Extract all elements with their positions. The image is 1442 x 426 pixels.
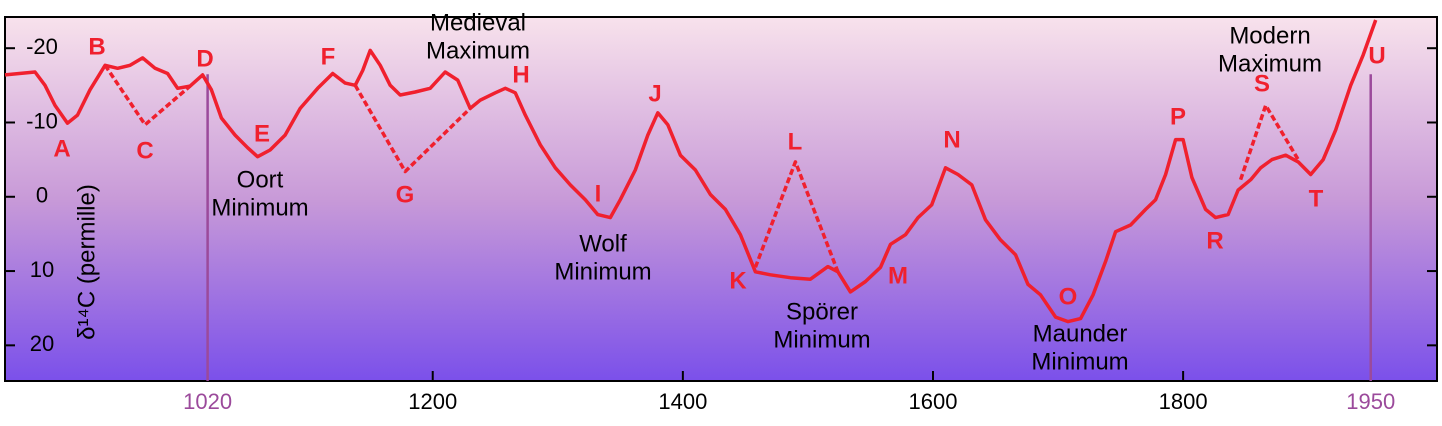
dashed-link: [103, 64, 192, 127]
point-label: D: [196, 45, 213, 72]
annotation: Oort: [237, 166, 284, 193]
y-tick-label: 10: [30, 257, 54, 282]
y-axis-label: δ¹⁴C (permille): [73, 184, 100, 340]
point-label: P: [1170, 103, 1186, 130]
annotation: Medieval: [430, 9, 526, 36]
point-label: M: [888, 262, 908, 289]
year-marker-label: 1950: [1346, 389, 1395, 414]
point-label: G: [396, 181, 415, 208]
annotation: Maximum: [426, 37, 530, 64]
point-label: H: [512, 61, 529, 88]
annotation: Minimum: [554, 258, 651, 285]
point-label: A: [53, 135, 70, 162]
point-label: C: [136, 137, 153, 164]
annotation: Minimum: [1031, 348, 1128, 375]
annotation: Modern: [1229, 22, 1310, 49]
point-label: B: [88, 33, 105, 60]
annotation: Minimum: [211, 194, 308, 221]
point-label: T: [1309, 185, 1324, 212]
annotation: Wolf: [579, 230, 627, 257]
x-tick-label: 1400: [658, 389, 707, 414]
point-label: N: [943, 126, 960, 153]
point-label: J: [648, 80, 661, 107]
annotation: Spörer: [786, 298, 858, 325]
annotation: Maunder: [1033, 320, 1128, 347]
plot-area: [4, 16, 1438, 382]
point-label: O: [1059, 283, 1078, 310]
x-tick-label: 1200: [408, 389, 457, 414]
point-label: K: [729, 267, 747, 294]
point-label: E: [254, 120, 270, 147]
point-label: R: [1206, 227, 1223, 254]
point-label: I: [595, 180, 602, 207]
y-tick-label: -10: [26, 108, 58, 133]
x-tick-label: 1800: [1159, 389, 1208, 414]
data-line: [4, 19, 1378, 324]
point-label: L: [788, 128, 803, 155]
y-tick-label: -20: [26, 34, 58, 59]
dashed-link: [1238, 103, 1300, 181]
annotation: Maximum: [1218, 50, 1322, 77]
point-label: S: [1254, 70, 1270, 97]
dashed-link: [353, 84, 472, 174]
y-tick-label: 20: [30, 331, 54, 356]
dashed-link: [753, 160, 840, 273]
x-tick-label: 1600: [909, 389, 958, 414]
annotation: Minimum: [773, 326, 870, 353]
point-label: U: [1368, 42, 1385, 69]
y-tick-label: 0: [36, 183, 48, 208]
year-marker-label: 1020: [183, 389, 232, 414]
point-label: F: [321, 43, 336, 70]
